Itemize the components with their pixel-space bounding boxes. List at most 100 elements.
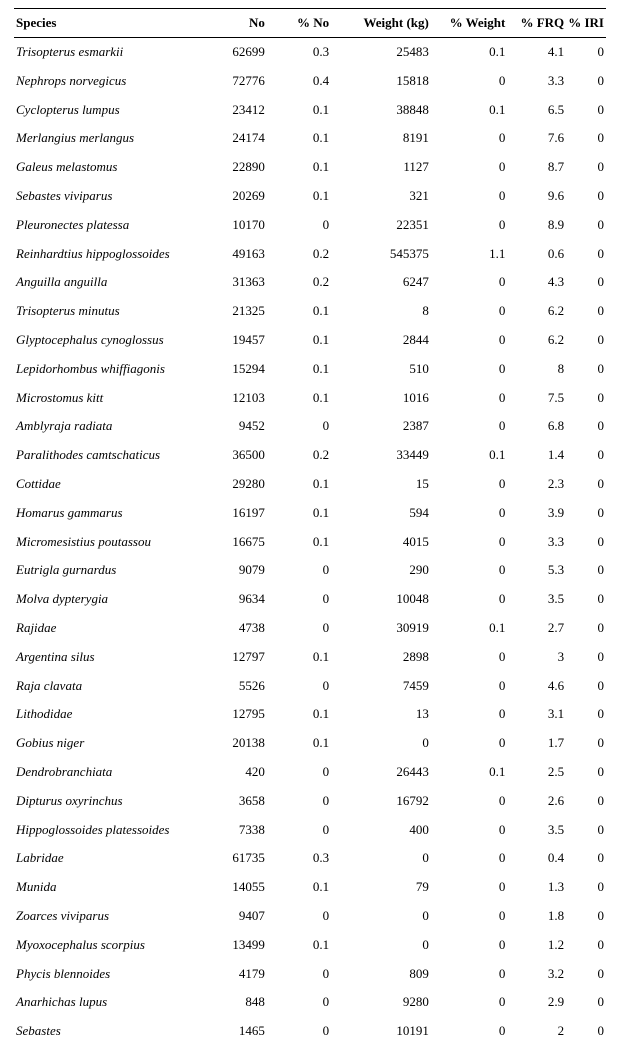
cell-pct-frq: 7.6 [507,124,566,153]
cell-pct-weight: 0 [431,355,507,384]
cell-pct-no: 0 [267,988,331,1017]
cell-species: Dipturus oxyrinchus [14,787,197,816]
cell-no: 12103 [197,384,267,413]
cell-pct-weight: 0 [431,124,507,153]
cell-pct-iri: 0 [566,988,606,1017]
cell-species: Molva dypterygia [14,585,197,614]
cell-pct-weight: 0.1 [431,758,507,787]
table-row: Homarus gammarus161970.159403.90 [14,499,606,528]
table-row: Micromesistius poutassou166750.1401503.3… [14,528,606,557]
cell-no: 12797 [197,643,267,672]
cell-species: Micromesistius poutassou [14,528,197,557]
table-row: Reinhardtius hippoglossoides491630.25453… [14,240,606,269]
cell-pct-frq: 4.3 [507,268,566,297]
cell-pct-iri: 0 [566,672,606,701]
cell-species: Paralithodes camtschaticus [14,441,197,470]
cell-weight: 321 [331,182,431,211]
cell-no: 20138 [197,729,267,758]
cell-pct-weight: 0 [431,499,507,528]
cell-pct-weight: 0 [431,326,507,355]
cell-species: Cyclopterus lumpus [14,96,197,125]
cell-pct-weight: 0.1 [431,38,507,67]
cell-pct-iri: 0 [566,729,606,758]
col-no: No [197,9,267,38]
cell-species: Lithodidae [14,700,197,729]
table-row: Cyclopterus lumpus234120.1388480.16.50 [14,96,606,125]
cell-no: 24174 [197,124,267,153]
cell-pct-frq: 8 [507,355,566,384]
cell-pct-frq: 6.2 [507,297,566,326]
cell-pct-no: 0.2 [267,268,331,297]
cell-pct-weight: 0 [431,297,507,326]
cell-weight: 15818 [331,67,431,96]
cell-pct-frq: 3.3 [507,67,566,96]
cell-no: 848 [197,988,267,1017]
cell-pct-no: 0.1 [267,499,331,528]
cell-pct-no: 0.1 [267,355,331,384]
table-row: Rajidae47380309190.12.70 [14,614,606,643]
cell-no: 49163 [197,240,267,269]
cell-pct-weight: 0 [431,211,507,240]
cell-pct-iri: 0 [566,297,606,326]
cell-pct-weight: 0 [431,182,507,211]
cell-no: 22890 [197,153,267,182]
cell-pct-iri: 0 [566,412,606,441]
cell-no: 31363 [197,268,267,297]
cell-weight: 4015 [331,528,431,557]
cell-pct-iri: 0 [566,873,606,902]
cell-pct-weight: 0 [431,873,507,902]
cell-no: 10170 [197,211,267,240]
cell-weight: 33449 [331,441,431,470]
cell-pct-iri: 0 [566,844,606,873]
cell-pct-frq: 2.6 [507,787,566,816]
cell-weight: 25483 [331,38,431,67]
cell-pct-frq: 5.3 [507,556,566,585]
cell-pct-weight: 0.1 [431,441,507,470]
table-row: Eutrigla gurnardus9079029005.30 [14,556,606,585]
cell-pct-frq: 3.5 [507,585,566,614]
cell-no: 29280 [197,470,267,499]
table-row: Glyptocephalus cynoglossus194570.1284406… [14,326,606,355]
table-row: Galeus melastomus228900.1112708.70 [14,153,606,182]
cell-no: 4738 [197,614,267,643]
cell-species: Trisopterus esmarkii [14,38,197,67]
table-row: Dipturus oxyrinchus365801679202.60 [14,787,606,816]
cell-no: 9407 [197,902,267,931]
cell-weight: 0 [331,844,431,873]
table-row: Dendrobranchiata4200264430.12.50 [14,758,606,787]
cell-pct-frq: 2 [507,1017,566,1046]
table-row: Labridae617350.3000.40 [14,844,606,873]
table-row: Argentina silus127970.12898030 [14,643,606,672]
cell-species: Reinhardtius hippoglossoides [14,240,197,269]
col-weight: Weight (kg) [331,9,431,38]
cell-pct-iri: 0 [566,153,606,182]
cell-no: 16675 [197,528,267,557]
col-pct-frq: % FRQ [507,9,566,38]
cell-weight: 809 [331,960,431,989]
cell-pct-weight: 0 [431,902,507,931]
cell-weight: 10048 [331,585,431,614]
cell-pct-frq: 3 [507,643,566,672]
cell-pct-frq: 3.1 [507,700,566,729]
cell-species: Phycis blennoides [14,960,197,989]
cell-weight: 0 [331,729,431,758]
cell-species: Rajidae [14,614,197,643]
cell-pct-frq: 4.1 [507,38,566,67]
cell-pct-frq: 6.8 [507,412,566,441]
table-header-row: Species No % No Weight (kg) % Weight % F… [14,9,606,38]
table-row: Sebastes1465010191020 [14,1017,606,1046]
table-row: Cottidae292800.11502.30 [14,470,606,499]
cell-pct-no: 0 [267,1017,331,1046]
cell-pct-weight: 1.1 [431,240,507,269]
table-row: Raja clavata55260745904.60 [14,672,606,701]
cell-pct-weight: 0 [431,153,507,182]
cell-pct-weight: 0 [431,384,507,413]
cell-pct-iri: 0 [566,643,606,672]
table-row: Nephrops norvegicus727760.41581803.30 [14,67,606,96]
cell-pct-weight: 0.1 [431,614,507,643]
cell-pct-no: 0.1 [267,96,331,125]
cell-pct-no: 0.1 [267,326,331,355]
cell-weight: 16792 [331,787,431,816]
cell-weight: 2898 [331,643,431,672]
cell-weight: 545375 [331,240,431,269]
